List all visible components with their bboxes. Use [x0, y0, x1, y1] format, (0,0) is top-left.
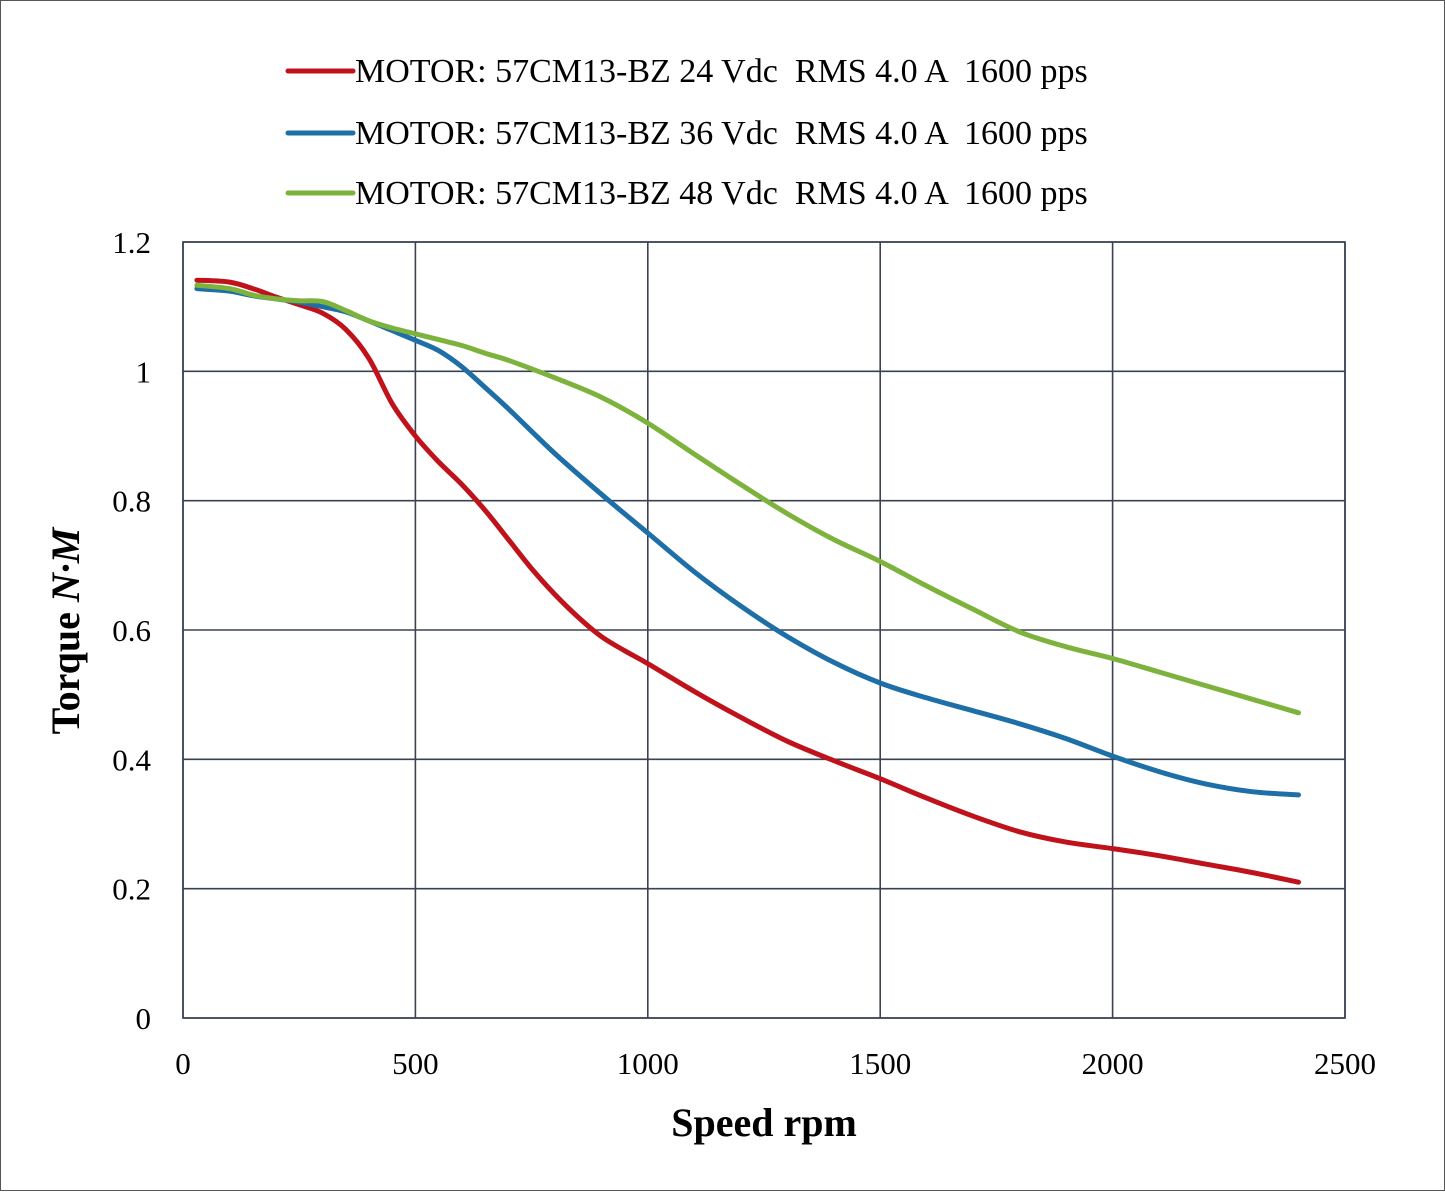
series-line-24vdc	[194, 277, 1301, 885]
y-axis-title-unit: N·M	[43, 526, 88, 603]
x-tick-label: 2500	[1314, 1046, 1376, 1081]
series-group	[194, 277, 1301, 885]
y-tick-label: 0.8	[112, 484, 151, 519]
grid	[182, 241, 1346, 1019]
legend-item: MOTOR: 57CM13-BZ 48 Vdc RMS 4.0 A 1600 p…	[285, 175, 1088, 212]
y-tick-label: 0.4	[112, 742, 151, 777]
y-axis-title-prefix: Torque	[43, 602, 88, 734]
x-tick-label: 0	[175, 1046, 191, 1081]
legend: MOTOR: 57CM13-BZ 24 Vdc RMS 4.0 A 1600 p…	[285, 53, 1088, 212]
x-tick-label: 500	[392, 1046, 439, 1081]
x-tick-label: 1000	[617, 1046, 679, 1081]
y-tick-label: 1	[136, 354, 152, 389]
y-tick-label: 0.6	[112, 613, 151, 648]
legend-item: MOTOR: 57CM13-BZ 24 Vdc RMS 4.0 A 1600 p…	[285, 53, 1088, 90]
x-tick-labels: 0 500 1000 1500 2000 2500	[175, 1046, 1376, 1081]
legend-label: MOTOR: 57CM13-BZ 36 Vdc RMS 4.0 A 1600 p…	[355, 115, 1088, 152]
x-axis-title: Speed rpm	[671, 1100, 857, 1145]
y-tick-label: 0	[136, 1001, 152, 1036]
series-line-36vdc	[194, 286, 1301, 798]
y-tick-labels: 0 0.2 0.4 0.6 0.8 1 1.2	[112, 225, 151, 1036]
legend-item: MOTOR: 57CM13-BZ 36 Vdc RMS 4.0 A 1600 p…	[285, 115, 1088, 152]
y-tick-label: 0.2	[112, 872, 151, 907]
series-line-48vdc	[194, 282, 1301, 716]
y-tick-label: 1.2	[112, 225, 151, 260]
x-tick-label: 1500	[849, 1046, 911, 1081]
x-tick-label: 2000	[1082, 1046, 1144, 1081]
legend-label: MOTOR: 57CM13-BZ 24 Vdc RMS 4.0 A 1600 p…	[355, 53, 1088, 90]
legend-label: MOTOR: 57CM13-BZ 48 Vdc RMS 4.0 A 1600 p…	[355, 175, 1088, 212]
y-axis-title: Torque N·M	[43, 526, 88, 734]
